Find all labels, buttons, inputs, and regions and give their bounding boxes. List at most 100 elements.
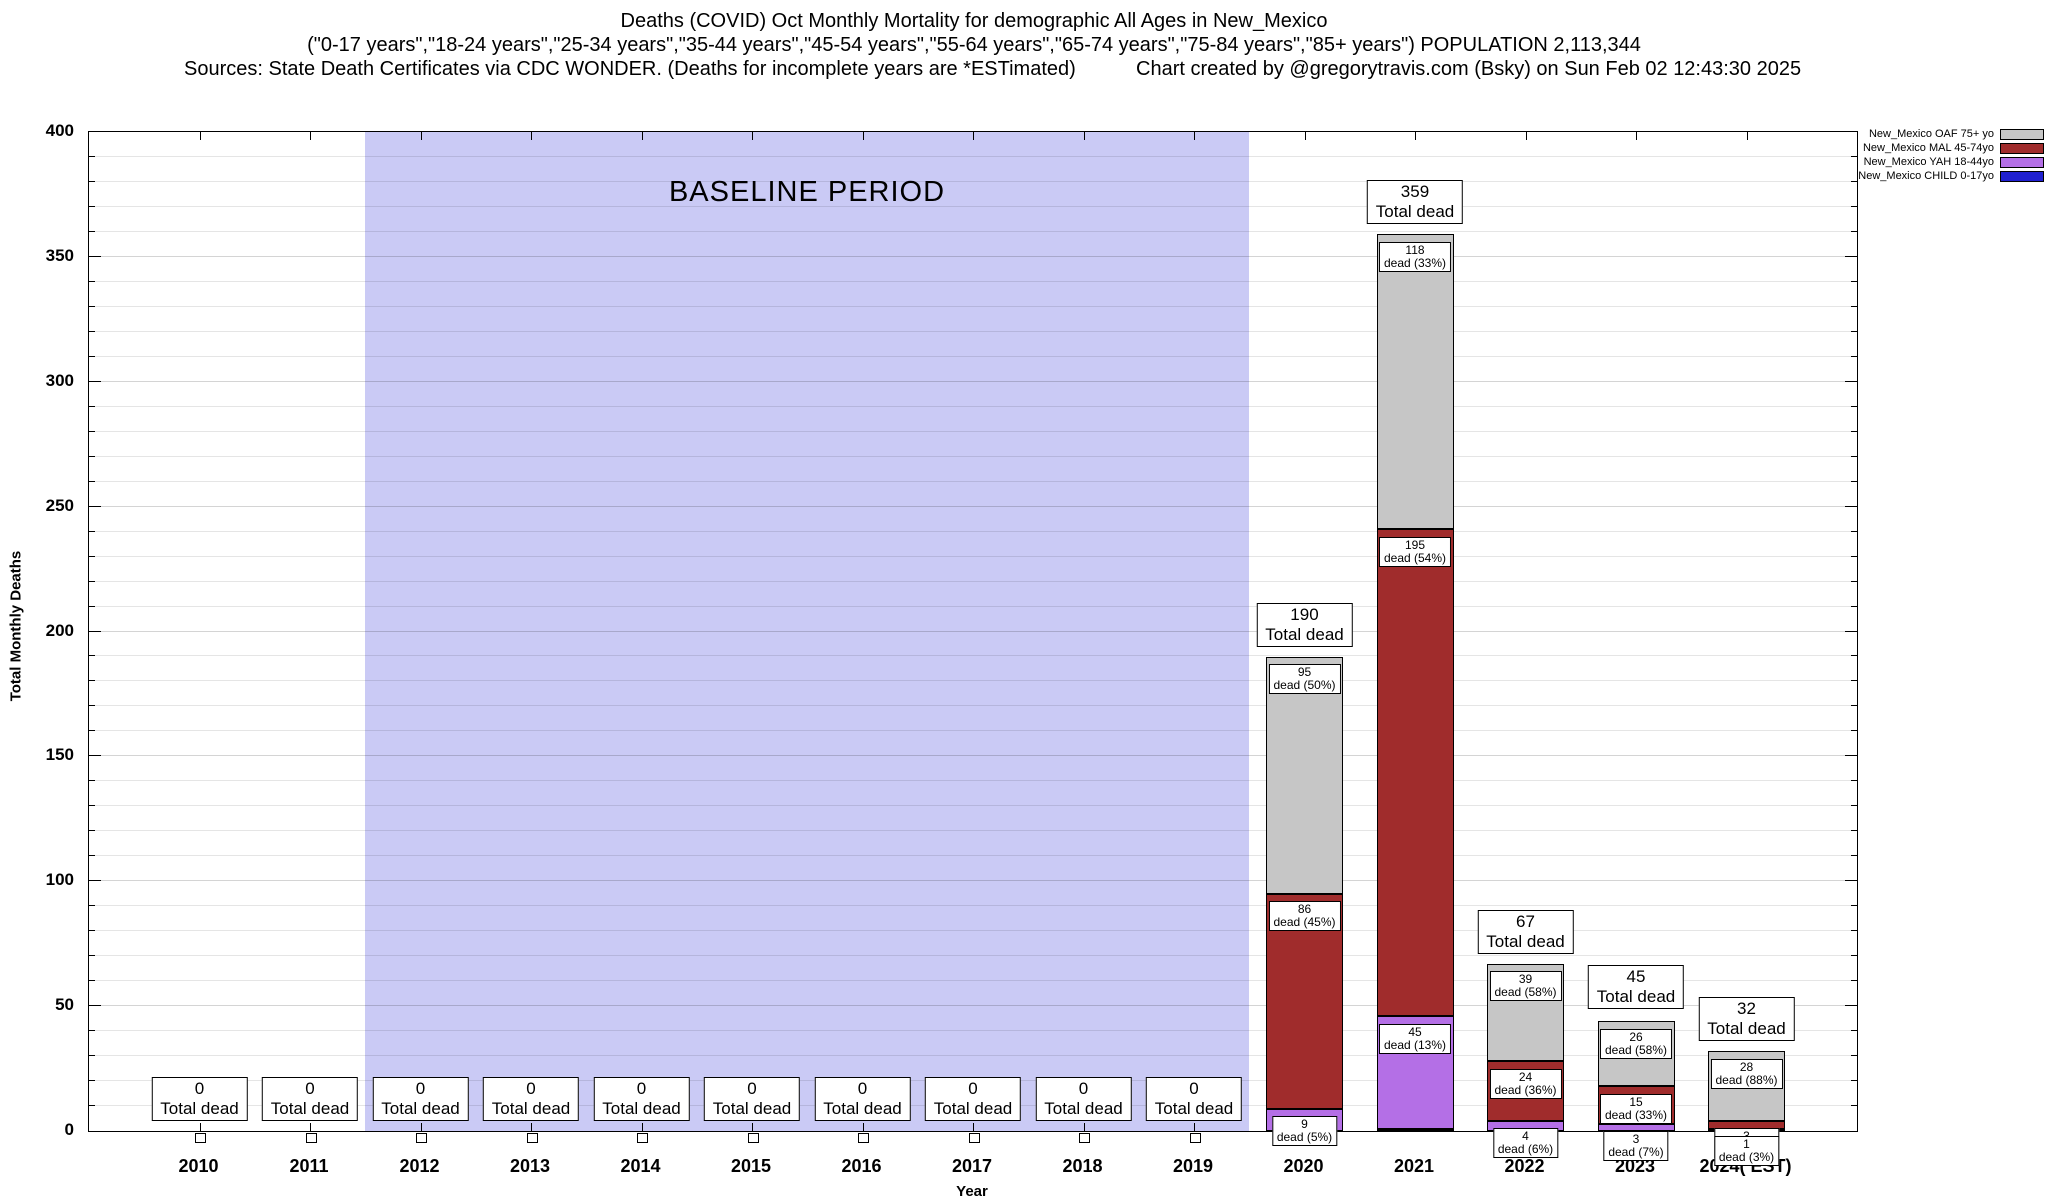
node: 190 bbox=[1290, 604, 1319, 624]
bar-segment-oaf bbox=[1266, 656, 1343, 894]
x-tick bbox=[752, 132, 753, 140]
y-tick bbox=[89, 1055, 95, 1057]
grid-line bbox=[89, 930, 1857, 932]
y-tick bbox=[1845, 380, 1857, 382]
y-tick bbox=[89, 455, 95, 457]
segment-label: 1 dead (3%) bbox=[1713, 1135, 1780, 1166]
segment-label: 28 dead (88%) bbox=[1710, 1058, 1783, 1089]
bar-segment-mal bbox=[1376, 529, 1454, 1017]
node: 67 bbox=[1516, 911, 1535, 931]
grid-line bbox=[89, 330, 1857, 332]
grid-line bbox=[89, 1030, 1857, 1032]
grid-line bbox=[89, 805, 1857, 807]
grid-line bbox=[89, 405, 1857, 407]
total-dead-label: 0 Total dead bbox=[703, 1077, 801, 1122]
node: 3 bbox=[1632, 1131, 1640, 1146]
total-dead-label: 0 Total dead bbox=[924, 1077, 1022, 1122]
y-tick bbox=[1851, 180, 1857, 182]
y-tick bbox=[1845, 630, 1857, 632]
y-tick bbox=[89, 380, 101, 382]
node: Total dead bbox=[160, 1099, 239, 1119]
x-tick bbox=[420, 132, 422, 140]
y-tick bbox=[1851, 980, 1857, 982]
y-tick bbox=[1851, 480, 1857, 482]
node: dead (33%) bbox=[1604, 1107, 1668, 1122]
x-tick bbox=[1636, 132, 1637, 140]
segment-label: 95 dead (50%) bbox=[1268, 663, 1341, 694]
y-tick bbox=[1851, 155, 1857, 157]
segment-label: 15 dead (33%) bbox=[1599, 1093, 1673, 1124]
segment-label: 195 dead (54%) bbox=[1378, 536, 1452, 567]
y-tick bbox=[1845, 880, 1857, 882]
zero-bar-marker bbox=[858, 1133, 869, 1143]
y-tick bbox=[89, 505, 101, 507]
y-tick bbox=[1851, 905, 1857, 907]
y-tick bbox=[89, 1105, 95, 1107]
y-tick bbox=[1851, 355, 1857, 357]
y-tick bbox=[1845, 1005, 1857, 1007]
y-tick bbox=[1851, 305, 1857, 307]
zero-bar-marker bbox=[747, 1133, 759, 1143]
node: dead (36%) bbox=[1494, 1082, 1557, 1097]
grid-line bbox=[89, 305, 1857, 307]
grid-line bbox=[89, 230, 1857, 232]
node: 0 bbox=[857, 1079, 868, 1099]
year-tick-label: 2015 bbox=[730, 1156, 772, 1176]
x-tick bbox=[1083, 1123, 1085, 1131]
node: dead (58%) bbox=[1604, 1042, 1668, 1057]
y-tick bbox=[89, 905, 95, 907]
grid-line bbox=[89, 280, 1857, 282]
node: dead (45%) bbox=[1273, 915, 1336, 930]
grid-line bbox=[89, 855, 1857, 857]
x-tick bbox=[310, 1123, 311, 1131]
legend-label: New_Mexico CHILD 0-17yo bbox=[1858, 170, 1994, 182]
y-tick bbox=[89, 780, 95, 782]
node: dead (13%) bbox=[1383, 1037, 1447, 1052]
y-tick bbox=[89, 580, 95, 582]
total-dead-label: 0 Total dead bbox=[1035, 1077, 1132, 1122]
y-tick bbox=[1851, 205, 1857, 207]
y-tick bbox=[89, 1005, 101, 1007]
x-tick bbox=[641, 1123, 643, 1131]
segment-label: 4 dead (6%) bbox=[1492, 1128, 1559, 1159]
grid-line bbox=[89, 180, 1857, 182]
x-tick bbox=[973, 1123, 974, 1131]
x-tick bbox=[1194, 1123, 1195, 1131]
year-tick-label: 2012 bbox=[399, 1156, 440, 1176]
zero-bar-marker bbox=[416, 1133, 427, 1143]
y-tick bbox=[89, 405, 95, 407]
y-tick bbox=[1851, 830, 1857, 832]
node: Total dead bbox=[381, 1099, 460, 1119]
y-tick bbox=[89, 855, 95, 857]
grid-line bbox=[89, 205, 1857, 207]
node: 26 bbox=[1629, 1029, 1643, 1044]
node: Total dead bbox=[602, 1099, 681, 1119]
y-tick bbox=[89, 605, 95, 607]
total-dead-label: 0 Total dead bbox=[261, 1077, 359, 1122]
chart-subtitle: ("0-17 years","18-24 years","25-34 years… bbox=[307, 34, 1641, 56]
x-tick bbox=[752, 1123, 753, 1131]
y-tick bbox=[89, 955, 95, 957]
zero-bar-marker bbox=[195, 1133, 206, 1143]
node: 0 bbox=[1189, 1079, 1199, 1099]
grid-line bbox=[89, 380, 1857, 382]
node: dead (6%) bbox=[1497, 1142, 1554, 1157]
y-tick bbox=[89, 805, 95, 807]
year-tick-label: 2021 bbox=[1393, 1156, 1435, 1176]
legend-item: New_Mexico YAH 18-44yo bbox=[1858, 156, 2044, 168]
y-tick bbox=[1851, 1080, 1857, 1082]
y-tick bbox=[89, 1080, 95, 1082]
grid-line bbox=[89, 580, 1857, 582]
y-tick-label: 50 bbox=[55, 995, 74, 1015]
legend-item: New_Mexico CHILD 0-17yo bbox=[1858, 170, 2044, 182]
y-tick bbox=[1851, 1055, 1857, 1057]
node: 24 bbox=[1518, 1069, 1533, 1084]
node: 0 bbox=[1078, 1079, 1089, 1099]
y-tick bbox=[1851, 530, 1857, 532]
grid-line bbox=[89, 630, 1857, 632]
total-dead-label: 0 Total dead bbox=[814, 1077, 911, 1122]
node: Total dead bbox=[933, 1099, 1013, 1119]
y-tick bbox=[1851, 230, 1857, 232]
x-tick bbox=[1194, 132, 1195, 140]
grid-line bbox=[89, 255, 1857, 257]
